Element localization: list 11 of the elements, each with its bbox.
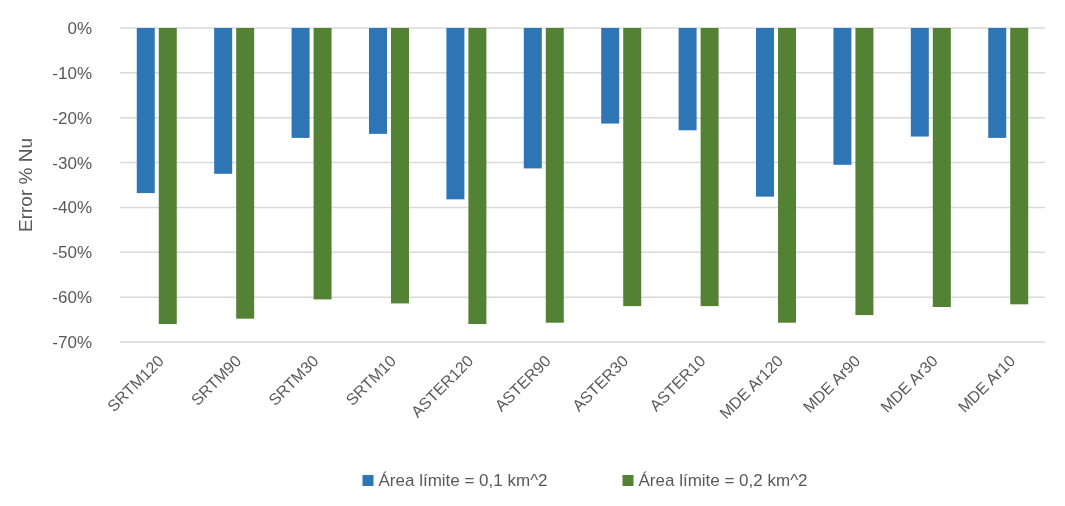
y-tick-label: -20%	[52, 108, 92, 128]
y-tick-label: -30%	[52, 153, 92, 173]
y-axis-title: Error % Nu	[15, 138, 36, 232]
legend-label: Área límite = 0,1 km^2	[378, 471, 548, 490]
y-tick-label: -70%	[52, 332, 92, 352]
y-tick-label: 0%	[67, 18, 92, 38]
y-tick-label: -60%	[52, 288, 92, 308]
y-tick-label: -10%	[52, 63, 92, 83]
y-tick-label: -40%	[52, 198, 92, 218]
y-tick-label: -50%	[52, 243, 92, 263]
legend-label: Área límite = 0,2 km^2	[638, 471, 808, 490]
